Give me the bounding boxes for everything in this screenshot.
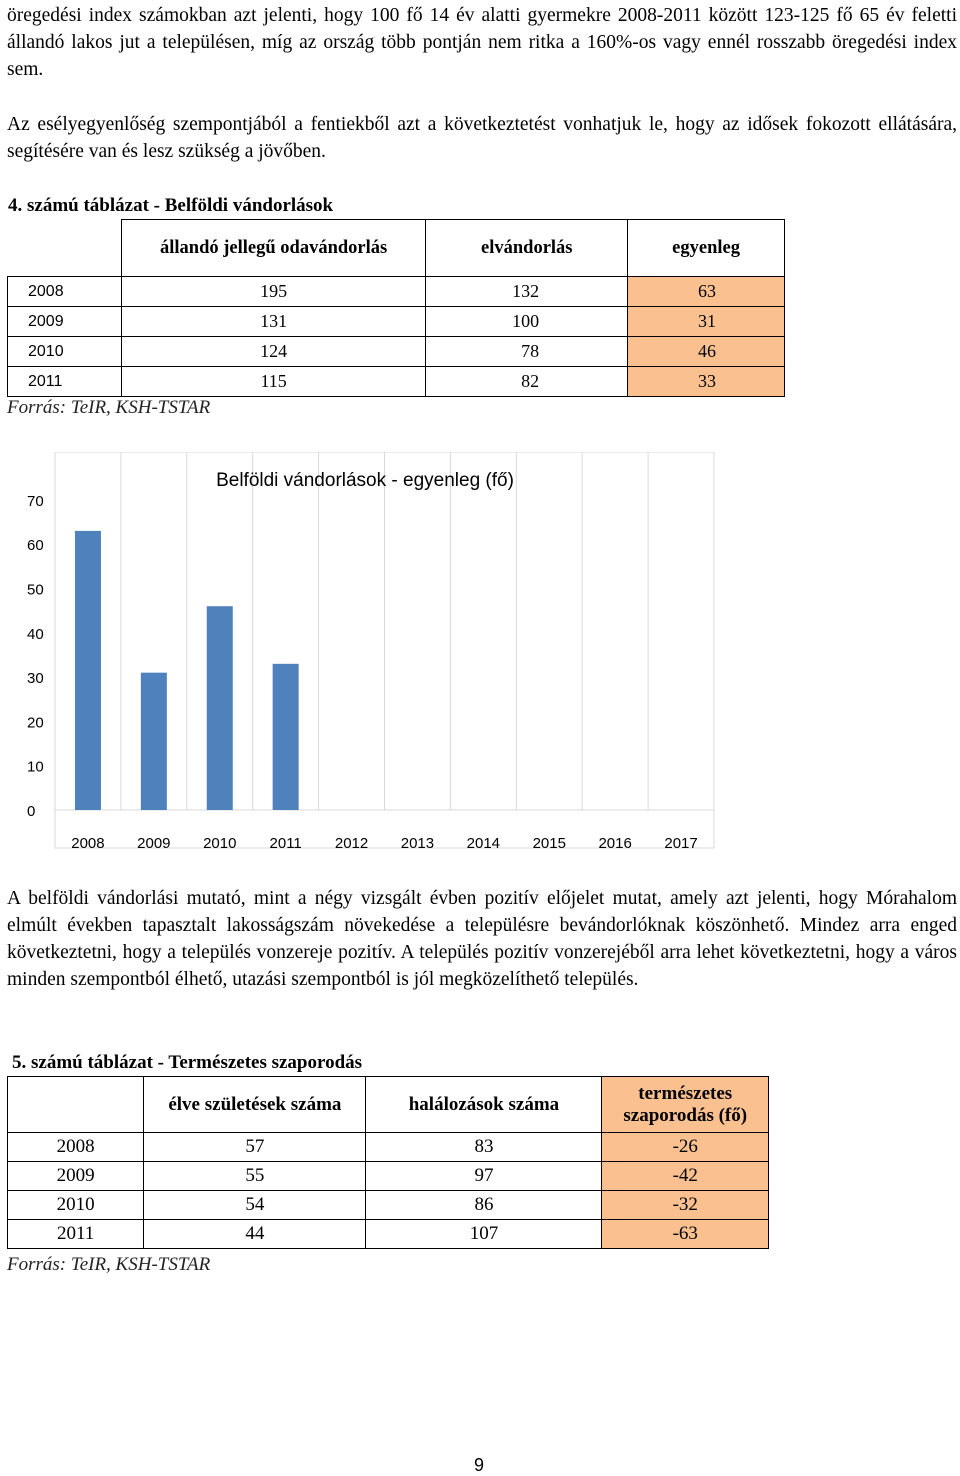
table-row: 2010 54 86 -32 — [6, 1190, 769, 1220]
balance-bar-chart: 0 10 20 30 40 50 60 70 2008 2009 2010 2011 2012 2013… — [27, 452, 715, 850]
table5-births-cell: 44 — [143, 1219, 367, 1249]
chart-x-tick-label: 2008 — [71, 835, 104, 850]
table4-header-row: állandó jellegű odavándorlás elvándorlás… — [8, 219, 785, 277]
paragraph-migration-analysis: A belföldi vándorlási mutató, mint a nég… — [7, 888, 957, 990]
table4-balance-cell: 46 — [627, 336, 785, 367]
chart-x-ticks: 2008 2009 2010 2011 2012 2013 2014 2015 2016 2017 — [71, 835, 697, 850]
chart-x-tick-label: 2011 — [270, 835, 302, 850]
table5-source: Forrás: TeIR, KSH-TSTAR — [7, 1254, 211, 1275]
paragraph-equal-opportunity: Az esélyegyenlőség szempontjából a fenti… — [7, 114, 957, 162]
table4-header-balance: egyenleg — [627, 219, 785, 277]
chart-y-tick-label: 60 — [27, 537, 44, 554]
chart-title: Belföldi vándorlások - egyenleg (fő) — [216, 470, 514, 491]
table4-outflow-cell: 132 — [425, 276, 629, 307]
table4-outflow-cell: 100 — [425, 306, 629, 337]
table-natural-growth: élve születések száma halálozások száma … — [6, 1076, 769, 1249]
table4-inflow-cell: 131 — [120, 306, 427, 337]
table4-balance-cell: 63 — [627, 276, 785, 307]
chart-y-tick-label: 70 — [27, 493, 44, 510]
table4-inflow-cell: 115 — [120, 366, 427, 397]
table-row: 2009 55 97 -42 — [6, 1161, 769, 1191]
chart-gridlines — [55, 452, 715, 811]
table5-header-births: élve születések száma — [143, 1076, 367, 1133]
table5-year-cell: 2010 — [6, 1190, 145, 1220]
table4-balance-cell: 31 — [627, 306, 785, 337]
table4-outflow-cell: 82 — [425, 366, 629, 397]
table4-header-inflow: állandó jellegű odavándorlás — [120, 219, 427, 277]
table-row: 2009 131 100 31 — [7, 306, 785, 337]
table4-balance-cell: 33 — [627, 366, 785, 397]
chart-bars — [74, 530, 299, 810]
table4-inflow-cell: 195 — [120, 276, 427, 307]
table4-source: Forrás: TeIR, KSH-TSTAR — [7, 397, 211, 418]
table5-year-cell: 2008 — [6, 1132, 145, 1162]
table5-header-row: élve születések száma halálozások száma … — [6, 1076, 769, 1133]
chart-bar-2010 — [206, 606, 233, 810]
table4-year-cell: 2011 — [7, 366, 122, 397]
chart-bar-2009 — [140, 672, 167, 810]
table5-births-cell: 57 — [143, 1132, 367, 1162]
table5-caption: 5. számú táblázat - Természetes szaporod… — [12, 1052, 363, 1073]
table5-natural-cell: -32 — [601, 1190, 769, 1220]
table4-outflow-cell: 78 — [425, 336, 629, 367]
chart-x-tick-label: 2013 — [401, 835, 434, 850]
table5-deaths-cell: 107 — [365, 1219, 603, 1249]
chart-y-tick-label: 0 — [27, 803, 35, 820]
chart-y-tick-label: 50 — [27, 582, 44, 599]
table4-inflow-cell: 124 — [120, 336, 427, 367]
table4-year-cell: 2010 — [7, 336, 122, 367]
table5-deaths-cell: 83 — [365, 1132, 603, 1162]
table4-year-cell: 2009 — [7, 306, 122, 337]
table-domestic-migration: állandó jellegű odavándorlás elvándorlás… — [7, 219, 785, 397]
table5-year-cell: 2009 — [6, 1161, 145, 1191]
chart-x-tick-label: 2016 — [598, 835, 631, 850]
chart-x-tick-label: 2010 — [203, 835, 236, 850]
table5-year-cell: 2011 — [6, 1219, 145, 1249]
table5-natural-cell: -42 — [601, 1161, 769, 1191]
table5-header-deaths: halálozások száma — [365, 1076, 603, 1133]
table-row: 2008 195 132 63 — [7, 276, 785, 307]
chart-x-tick-label: 2009 — [137, 835, 170, 850]
chart-y-tick-label: 20 — [27, 714, 44, 731]
page-number: 9 — [474, 1455, 485, 1475]
chart-bar-2011 — [272, 663, 299, 810]
table4-year-cell: 2008 — [7, 276, 122, 307]
table5-natural-cell: -63 — [601, 1219, 769, 1249]
table4-corner-cell — [8, 220, 122, 277]
table5-births-cell: 54 — [143, 1190, 367, 1220]
table-row: 2008 57 83 -26 — [6, 1132, 769, 1162]
table4-caption: 4. számú táblázat - Belföldi vándorlások — [8, 195, 334, 216]
chart-y-tick-label: 30 — [27, 670, 44, 687]
paragraph-aging-index: öregedési index számokban azt jelenti, h… — [7, 5, 957, 80]
table5-deaths-cell: 97 — [365, 1161, 603, 1191]
chart-x-tick-label: 2017 — [664, 835, 697, 850]
table5-natural-cell: -26 — [601, 1132, 769, 1162]
chart-bar-2008 — [74, 530, 101, 810]
chart-y-tick-label: 10 — [27, 759, 44, 776]
table5-header-natural: természetes szaporodás (fő) — [601, 1076, 769, 1133]
table4-header-outflow: elvándorlás — [425, 219, 629, 277]
table-row: 2011 115 82 33 — [7, 366, 785, 397]
chart-y-ticks: 0 10 20 30 40 50 60 70 — [27, 493, 44, 820]
chart-x-tick-label: 2012 — [335, 835, 368, 850]
table5-deaths-cell: 86 — [365, 1190, 603, 1220]
chart-y-tick-label: 40 — [27, 626, 44, 643]
chart-x-tick-label: 2015 — [533, 835, 566, 850]
chart-x-tick-label: 2014 — [467, 835, 500, 850]
table-row: 2010 124 78 46 — [7, 336, 785, 367]
table5-corner-cell — [6, 1076, 145, 1133]
table-row: 2011 44 107 -63 — [6, 1219, 769, 1249]
table5-births-cell: 55 — [143, 1161, 367, 1191]
